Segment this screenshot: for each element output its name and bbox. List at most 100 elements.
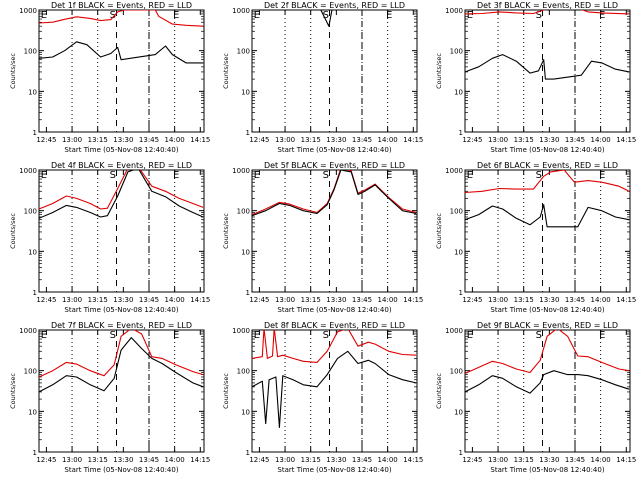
y-tick-label: 100 [450, 208, 463, 216]
y-tick-label: 1000 [445, 327, 463, 335]
x-tick-label: 14:00 [378, 296, 398, 304]
lld-series-line [252, 330, 417, 363]
marker-label: E [173, 10, 179, 21]
x-tick-label: 12:45 [462, 136, 482, 144]
y-tick-label: 1000 [232, 167, 250, 175]
marker-label: E [467, 170, 473, 181]
x-axis-label: Start Time (05-Nov-08 12:40:40) [490, 466, 604, 474]
marker-label: E [599, 170, 605, 181]
y-tick-label: 10 [454, 408, 463, 416]
y-tick-label: 1000 [232, 327, 250, 335]
x-tick-label: 12:45 [36, 136, 56, 144]
lld-series-line [39, 10, 204, 27]
marker-label: E [599, 330, 605, 341]
y-axis-label: Counts/sec [222, 373, 230, 409]
marker-label: S [110, 10, 116, 21]
x-tick-label: 12:45 [462, 296, 482, 304]
chart-title: Det 1f BLACK = Events, RED = LLD [51, 1, 192, 10]
marker-label: E [467, 330, 473, 341]
x-tick-label: 13:30 [326, 296, 346, 304]
x-tick-label: 13:30 [539, 456, 559, 464]
plot-frame [464, 169, 631, 293]
y-tick-label: 100 [450, 368, 463, 376]
marker-label: E [386, 10, 392, 21]
x-tick-label: 14:15 [190, 456, 210, 464]
chart-title: Det 4f BLACK = Events, RED = LLD [51, 161, 192, 170]
x-tick-label: 13:00 [488, 456, 508, 464]
lld-series-line [465, 10, 630, 15]
marker-label: E [599, 10, 605, 21]
plot-frame [251, 9, 418, 133]
plot-frame [38, 329, 205, 453]
y-tick-label: 1 [459, 289, 463, 297]
y-tick-label: 1 [246, 449, 250, 457]
x-tick-label: 14:15 [190, 296, 210, 304]
y-axis-label: Counts/sec [435, 53, 443, 89]
x-tick-label: 13:15 [514, 296, 534, 304]
marker-label: E [41, 10, 47, 21]
x-tick-label: 12:45 [462, 456, 482, 464]
x-axis-label: Start Time (05-Nov-08 12:40:40) [277, 306, 391, 314]
x-tick-label: 13:30 [326, 136, 346, 144]
y-tick-label: 1000 [232, 7, 250, 15]
x-tick-label: 14:00 [591, 136, 611, 144]
x-tick-label: 13:15 [301, 136, 321, 144]
x-tick-label: 14:15 [616, 136, 636, 144]
events-series-line [39, 337, 204, 393]
x-tick-label: 13:45 [565, 136, 585, 144]
x-axis-label: Start Time (05-Nov-08 12:40:40) [277, 466, 391, 474]
chart-title: Det 5f BLACK = Events, RED = LLD [264, 161, 405, 170]
x-axis-label: Start Time (05-Nov-08 12:40:40) [64, 306, 178, 314]
y-tick-label: 1 [459, 129, 463, 137]
y-axis-label: Counts/sec [222, 213, 230, 249]
marker-label: E [41, 170, 47, 181]
x-tick-label: 14:00 [591, 456, 611, 464]
x-tick-label: 13:00 [62, 456, 82, 464]
x-axis-label: Start Time (05-Nov-08 12:40:40) [490, 146, 604, 154]
chart-title: Det 8f BLACK = Events, RED = LLD [264, 321, 405, 330]
marker-label: E [386, 330, 392, 341]
y-tick-label: 100 [24, 208, 37, 216]
x-tick-label: 13:45 [139, 296, 159, 304]
plot-frame [464, 9, 631, 133]
x-tick-label: 14:00 [378, 456, 398, 464]
events-series-line [465, 54, 630, 80]
y-tick-label: 1000 [445, 7, 463, 15]
y-tick-label: 100 [237, 208, 250, 216]
x-axis-label: Start Time (05-Nov-08 12:40:40) [64, 466, 178, 474]
y-tick-label: 1000 [19, 327, 37, 335]
y-axis-label: Counts/sec [9, 213, 17, 249]
x-tick-label: 13:00 [488, 136, 508, 144]
x-tick-label: 13:00 [275, 456, 295, 464]
y-tick-label: 1000 [19, 7, 37, 15]
y-tick-label: 1 [33, 289, 37, 297]
y-tick-label: 100 [237, 368, 250, 376]
events-series-line [465, 370, 630, 394]
marker-label: E [467, 10, 473, 21]
x-tick-label: 14:15 [190, 136, 210, 144]
marker-label: S [323, 170, 329, 181]
x-tick-label: 13:15 [88, 456, 108, 464]
y-tick-label: 10 [241, 88, 250, 96]
x-axis-label: Start Time (05-Nov-08 12:40:40) [277, 146, 391, 154]
x-tick-label: 13:00 [275, 136, 295, 144]
y-tick-label: 1 [33, 449, 37, 457]
y-tick-label: 100 [450, 48, 463, 56]
x-tick-label: 13:45 [352, 456, 372, 464]
chart-title: Det 6f BLACK = Events, RED = LLD [477, 161, 618, 170]
x-tick-label: 13:15 [88, 136, 108, 144]
marker-label: S [323, 330, 329, 341]
x-tick-label: 14:00 [165, 296, 185, 304]
lld-series-line [465, 170, 630, 194]
events-series-line [252, 350, 417, 429]
x-tick-label: 13:45 [565, 296, 585, 304]
x-tick-label: 14:15 [403, 296, 423, 304]
y-axis-label: Counts/sec [435, 213, 443, 249]
y-tick-label: 1000 [19, 167, 37, 175]
x-tick-label: 12:45 [249, 456, 269, 464]
